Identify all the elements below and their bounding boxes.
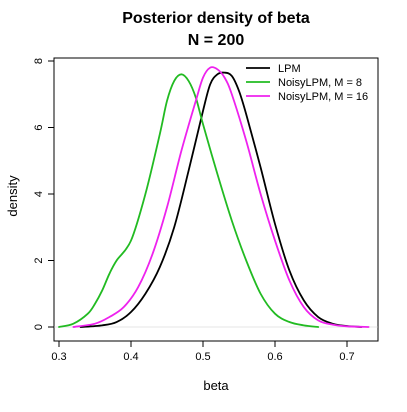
legend-label: NoisyLPM, M = 16 [278,91,368,103]
legend-label: NoisyLPM, M = 8 [278,77,362,89]
series-lines [58,66,370,328]
x-tick-label: 0.6 [267,351,282,363]
x-tick-label: 0.7 [339,351,354,363]
legend-label: LPM [278,63,301,75]
y-tick-label: 6 [33,124,45,130]
y-tick-label: 4 [33,191,45,197]
chart-subtitle: N = 200 [188,32,245,49]
legend: LPM NoisyLPM, M = 8 NoisyLPM, M = 16 [246,63,368,103]
x-axis-label: beta [203,378,229,393]
y-axis-label: density [5,175,20,217]
chart-title: Posterior density of beta [122,10,310,27]
plot-frame [53,57,379,342]
x-tick-label: 0.5 [195,351,210,363]
y-tick-label: 8 [33,58,45,64]
series-line-1 [79,71,363,328]
y-tick-label: 2 [33,257,45,263]
x-tick-label: 0.3 [51,351,66,363]
y-tick-label: 0 [33,324,45,330]
series-line-2 [58,73,320,328]
x-tick-label: 0.4 [123,351,138,363]
series-line-3 [72,66,370,328]
y-axis: 0 2 4 6 8 [33,58,378,330]
x-axis: 0.3 0.4 0.5 0.6 0.7 [51,341,355,363]
